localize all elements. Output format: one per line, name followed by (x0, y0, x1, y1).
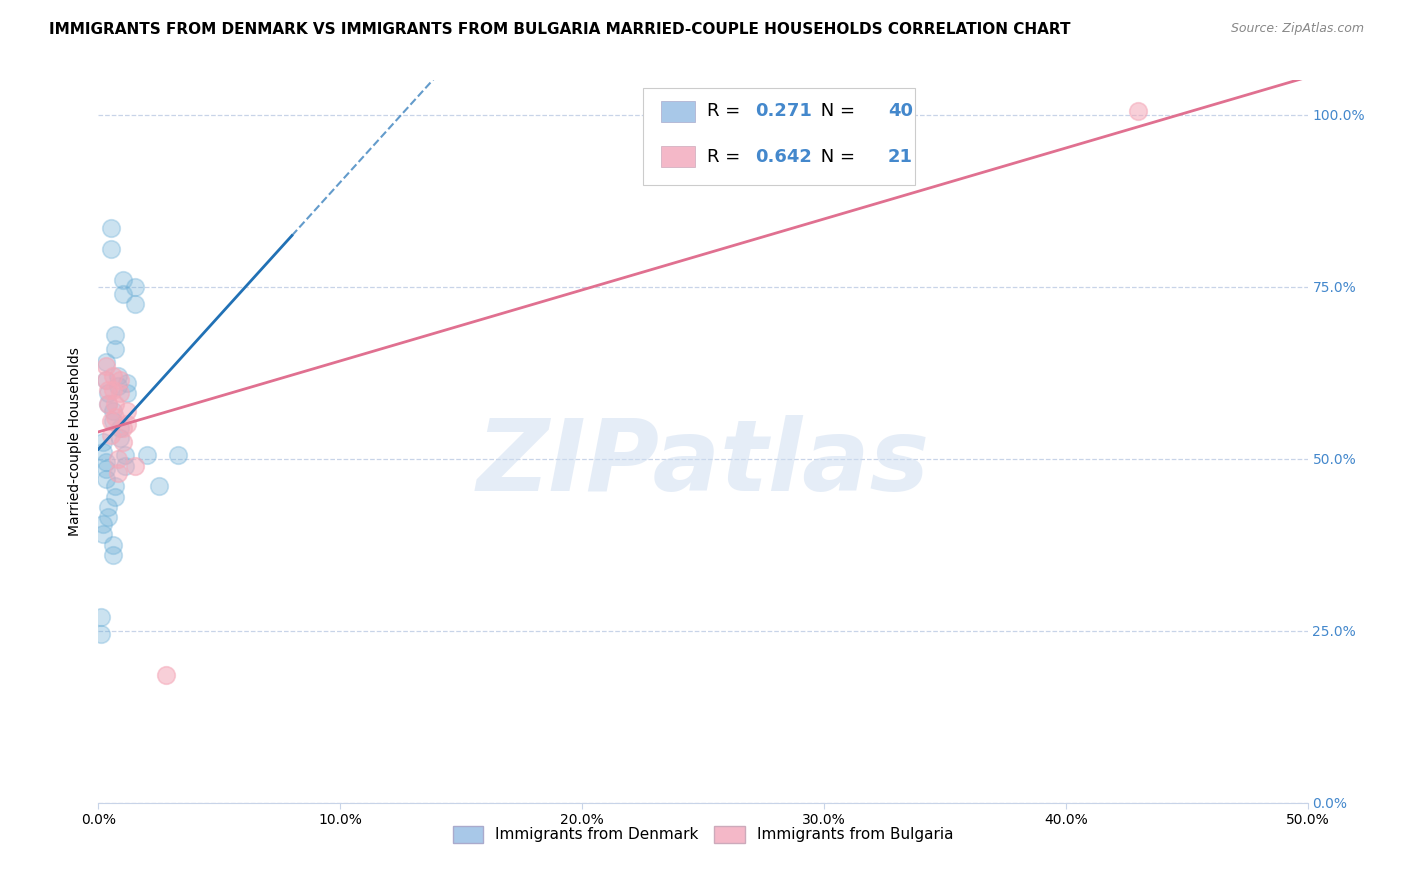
Point (108, 373, 131, 387)
Point (117, 386, 139, 401)
Point (97, 397, 120, 411)
Point (111, 273, 134, 287)
Point (94, 373, 117, 387)
Point (97, 386, 120, 401)
Point (97, 510, 120, 524)
Bar (661, 102, 695, 121)
Text: Source: ZipAtlas.com: Source: ZipAtlas.com (1230, 22, 1364, 36)
Text: R =: R = (707, 103, 745, 120)
Point (107, 451, 129, 466)
Point (101, 383, 124, 397)
Point (104, 342, 127, 356)
Point (108, 386, 131, 401)
Point (117, 376, 139, 390)
Point (114, 458, 136, 473)
Text: N =: N = (815, 103, 862, 120)
Point (108, 421, 131, 435)
Point (101, 548, 124, 562)
Point (104, 410, 127, 425)
Point (94, 455, 117, 469)
Point (111, 421, 134, 435)
Point (155, 668, 177, 682)
Point (101, 538, 124, 552)
Point (97, 397, 120, 411)
Point (94, 359, 117, 373)
Legend: Immigrants from Denmark, Immigrants from Bulgaria: Immigrants from Denmark, Immigrants from… (447, 820, 959, 849)
Point (101, 403, 124, 417)
Point (1128, 104, 1150, 119)
Point (104, 479, 127, 493)
Point (107, 379, 129, 393)
Point (91, 434, 114, 449)
Point (107, 466, 129, 480)
Y-axis label: Married-couple Households: Married-couple Households (69, 347, 83, 536)
Point (94, 472, 117, 486)
Point (97, 383, 120, 397)
Point (94, 355, 117, 369)
Point (117, 403, 139, 417)
Point (100, 242, 122, 256)
Point (100, 427, 122, 442)
Point (94, 373, 117, 387)
Point (124, 297, 146, 311)
Point (100, 414, 122, 428)
Point (124, 458, 146, 473)
Point (100, 221, 122, 235)
Point (124, 279, 146, 293)
Point (97, 500, 120, 514)
Text: 0.271: 0.271 (755, 103, 811, 120)
Text: IMMIGRANTS FROM DENMARK VS IMMIGRANTS FROM BULGARIA MARRIED-COUPLE HOUSEHOLDS CO: IMMIGRANTS FROM DENMARK VS IMMIGRANTS FR… (49, 22, 1071, 37)
Point (101, 369, 124, 384)
Text: R =: R = (707, 147, 745, 166)
Point (94, 462, 117, 476)
Text: 0.642: 0.642 (755, 147, 811, 166)
Point (91, 527, 114, 541)
Point (108, 431, 131, 445)
Point (90, 610, 112, 624)
Point (104, 397, 127, 411)
Point (104, 327, 127, 342)
Point (91, 445, 114, 459)
Point (114, 448, 136, 462)
Point (167, 448, 190, 462)
Text: 40: 40 (889, 103, 912, 120)
Text: ZIPatlas: ZIPatlas (477, 415, 929, 512)
Text: 21: 21 (889, 147, 912, 166)
Bar (661, 146, 695, 167)
Text: N =: N = (815, 147, 862, 166)
Point (117, 417, 139, 432)
Point (111, 434, 134, 449)
Point (101, 414, 124, 428)
Point (107, 369, 129, 384)
Point (90, 627, 112, 641)
FancyBboxPatch shape (643, 87, 915, 185)
Point (104, 490, 127, 504)
Point (135, 448, 157, 462)
Point (148, 479, 170, 493)
Point (111, 286, 134, 301)
Point (91, 517, 114, 532)
